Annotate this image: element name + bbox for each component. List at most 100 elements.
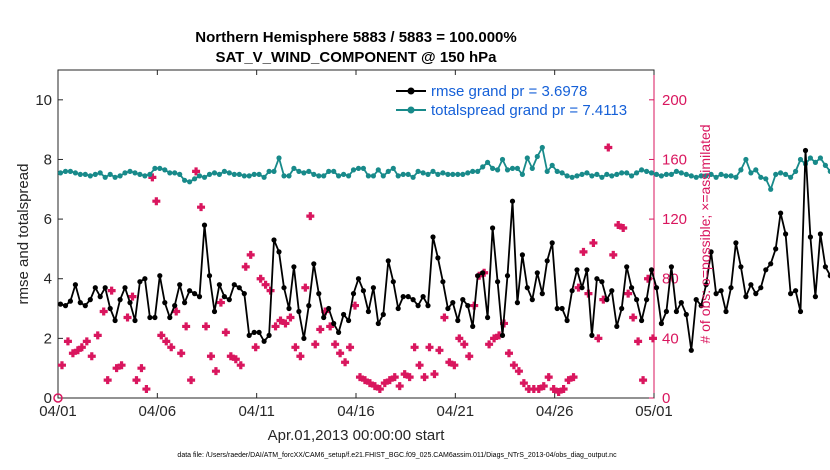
y-axis-right-label: # of obs: o=possible; ×=assimilated [697,124,713,343]
spread-point [549,162,555,168]
obs-marker [276,316,285,325]
obs-marker [564,376,573,385]
rmse-point [738,264,744,270]
spread-point [291,165,297,171]
rmse-point [579,285,585,291]
obs-marker [380,379,389,388]
rmse-point [753,291,759,297]
rmse-point [698,303,704,309]
rmse-point [350,291,357,297]
y-left-tick-label: 8 [44,151,52,168]
spread-point [485,159,491,165]
obs-marker [639,376,648,385]
rmse-point [812,294,819,300]
rmse-point [67,298,73,304]
spread-point [584,170,590,176]
obs-marker [594,334,603,343]
rmse-point [733,240,739,246]
obs-marker [415,361,424,370]
spread-point [271,168,277,174]
spread-point [77,171,83,177]
legend-spread-marker [407,106,415,114]
spread-point [122,170,128,176]
spread-point [663,171,670,177]
spread-point [206,171,213,177]
spread-point [256,171,262,177]
x-tick-label: 04/11 [238,403,274,420]
rmse-point [490,225,496,231]
rmse-point [470,323,476,329]
spread-point [331,168,337,174]
rmse-point [644,297,650,303]
rmse-point [624,264,630,270]
rmse-point [793,288,799,294]
spread-point [599,174,605,180]
rmse-point [534,270,540,276]
rmse-point [639,317,645,324]
rmse-point [723,308,729,315]
spread-point [420,170,426,176]
spread-point [82,171,88,177]
rmse-point [216,282,222,288]
obs-marker [514,367,523,376]
spread-point [579,171,585,177]
spread-point [683,171,689,177]
obs-marker [77,343,86,352]
spread-point [490,165,496,171]
obs-marker [256,274,265,283]
y-left-tick-label: 2 [44,330,52,347]
spread-point [380,173,386,179]
rmse-point [758,285,764,291]
rmse-point [271,237,277,243]
rmse-point [360,288,366,294]
rmse-point [112,317,118,324]
rmse-point [132,317,138,324]
spread-point [92,171,98,177]
rmse-point [703,282,709,288]
spread-point [355,165,362,171]
rmse-point [425,303,431,309]
spread-point [733,174,739,180]
rmse-line [60,149,830,352]
spread-point [624,170,630,176]
spread-point [147,171,153,177]
obs-marker [306,212,315,221]
rmse-point [400,294,406,300]
legend-rmse-label: rmse grand pr = 3.6978 [431,83,587,100]
obs-marker [336,349,345,358]
spread-point [261,174,267,180]
obs-marker [206,352,215,361]
rmse-point [326,305,332,312]
rmse-point [450,300,456,306]
rmse-point [668,264,675,270]
obs-marker [425,343,434,352]
rmse-point [256,329,262,335]
spread-point [589,173,595,179]
spread-point [460,171,466,177]
spread-point [321,173,327,179]
obs-marker [629,313,638,322]
rmse-point [241,291,247,297]
x-axis-ticks: 04/01 04/06 04/11 04/16 04/21 04/26 05/01 [39,70,673,420]
obs-marker [455,334,464,343]
obs-marker [624,289,633,298]
rmse-point [97,294,103,300]
spread-point [614,171,620,177]
spread-point [480,164,486,170]
spread-point [594,171,600,177]
obs-marker [490,334,499,343]
spread-point [450,171,456,177]
spread-point [346,173,352,179]
rmse-point [797,308,804,315]
spread-point [316,173,322,179]
spread-point [748,170,754,176]
spread-point [529,165,535,171]
spread-point [177,171,183,177]
spread-point [504,167,511,173]
rmse-point [226,297,232,303]
spread-point [112,174,118,180]
rmse-point [172,303,178,309]
obs-marker [539,382,548,391]
chart-title-line1: Northern Hemisphere 5883 / 5883 = 100.00… [195,29,516,46]
spread-point [713,174,719,180]
